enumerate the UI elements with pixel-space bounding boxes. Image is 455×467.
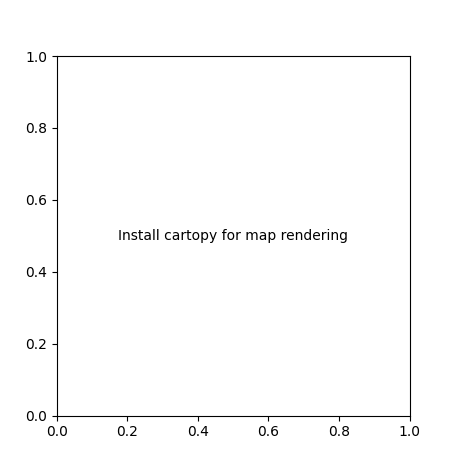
Text: Install cartopy for map rendering: Install cartopy for map rendering [118, 229, 348, 243]
